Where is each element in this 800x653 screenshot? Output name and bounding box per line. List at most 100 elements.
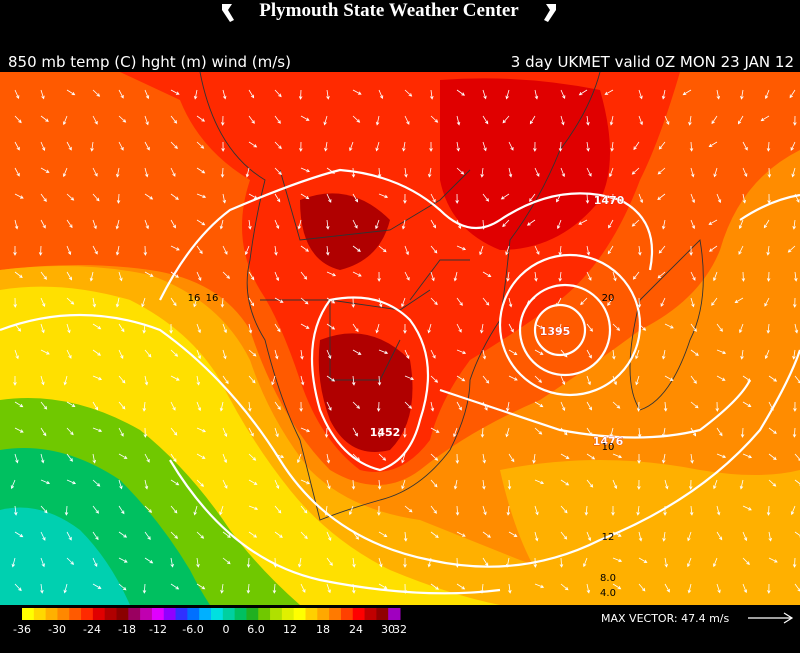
wind-arrow xyxy=(742,141,748,151)
wind-arrow xyxy=(508,531,518,537)
wind-arrow xyxy=(482,193,490,202)
wind-arrow xyxy=(170,89,180,95)
wind-arrow xyxy=(272,583,277,594)
wind-arrow xyxy=(14,193,24,199)
wind-arrow xyxy=(196,323,201,334)
wind-arrow xyxy=(170,349,179,357)
wind-arrow xyxy=(352,557,356,568)
wind-arrow xyxy=(767,167,772,178)
wind-arrow xyxy=(586,401,592,411)
wind-arrow xyxy=(560,531,568,540)
wind-arrow xyxy=(482,271,492,278)
wind-arrow xyxy=(506,271,510,282)
contour-label: 8.0 xyxy=(600,573,616,584)
wind-arrow xyxy=(716,427,723,437)
wind-arrow xyxy=(144,193,154,200)
wind-arrow xyxy=(92,453,97,464)
colorbar-swatch xyxy=(116,608,129,620)
wind-arrow xyxy=(118,115,127,123)
wind-arrow xyxy=(604,89,614,95)
wind-arrow xyxy=(657,167,666,175)
wind-arrow xyxy=(560,375,566,386)
field-dark-red-2 xyxy=(318,333,413,452)
wind-arrow xyxy=(792,297,797,308)
wind-arrow xyxy=(248,271,255,281)
wind-arrow xyxy=(10,479,16,490)
wind-arrow xyxy=(690,219,696,230)
wind-arrow xyxy=(378,583,388,589)
wind-arrow xyxy=(500,193,510,200)
wind-arrow xyxy=(193,297,198,308)
wind-arrow xyxy=(529,193,536,202)
wind-arrow xyxy=(118,531,128,538)
contour-label: 1452 xyxy=(370,426,401,439)
wind-arrow xyxy=(222,427,228,438)
wind-arrow xyxy=(660,297,666,307)
colorbar-swatch xyxy=(352,608,366,620)
wind-arrow xyxy=(377,505,381,516)
wind-arrow xyxy=(248,505,259,511)
wind-arrow xyxy=(716,375,726,381)
wind-arrow xyxy=(430,375,439,383)
wind-arrow xyxy=(482,531,491,538)
wind-arrow xyxy=(222,479,228,489)
wind-arrow xyxy=(274,89,282,98)
wind-arrow xyxy=(664,375,674,381)
wind-arrow xyxy=(482,141,487,152)
wind-arrow xyxy=(169,323,173,334)
colorbar-swatch xyxy=(305,608,318,620)
max-vector-label: MAX VECTOR: 47.4 m/s xyxy=(601,612,729,625)
wind-arrow xyxy=(739,479,744,490)
wind-arrow xyxy=(612,401,621,409)
colorbar-label: -36 xyxy=(13,623,31,636)
wind-arrow xyxy=(586,349,592,359)
wind-arrow xyxy=(248,375,256,384)
wind-arrow xyxy=(326,479,331,490)
wind-arrow xyxy=(767,583,771,594)
wind-arrow xyxy=(716,505,721,516)
wind-arrow xyxy=(300,375,305,386)
wind-arrow xyxy=(196,557,200,568)
colorbar-label: 24 xyxy=(349,623,363,636)
wind-arrow xyxy=(248,453,257,461)
wind-arrow xyxy=(92,375,103,381)
wind-arrow xyxy=(14,401,24,408)
contour-ring-3 xyxy=(498,253,642,397)
wind-arrow xyxy=(584,505,589,516)
contour-label: 12 xyxy=(602,532,615,543)
wind-arrow xyxy=(586,245,591,256)
wind-arrow xyxy=(220,583,224,594)
wind-arrow xyxy=(92,583,102,589)
wind-arrow xyxy=(144,375,149,386)
wind-arrow xyxy=(324,141,328,152)
wind-arrow xyxy=(351,375,356,386)
wind-arrow xyxy=(763,219,770,229)
wind-arrow xyxy=(14,531,24,538)
contour-label: 4.0 xyxy=(600,588,616,599)
wind-arrow xyxy=(271,375,276,386)
wind-arrow xyxy=(170,427,178,436)
wind-arrow xyxy=(766,245,770,256)
wind-arrow xyxy=(711,115,718,125)
wind-arrow xyxy=(170,557,174,568)
wind-arrow xyxy=(222,453,228,464)
wind-arrow xyxy=(430,427,440,433)
wind-arrow xyxy=(560,89,566,99)
wind-arrow xyxy=(376,401,381,412)
wind-arrow xyxy=(116,193,121,204)
wind-arrow xyxy=(742,401,752,408)
wind-arrow xyxy=(220,297,225,308)
wind-arrow xyxy=(689,245,693,256)
wind-arrow xyxy=(742,167,748,177)
wind-arrow xyxy=(326,401,332,411)
wind-arrow xyxy=(170,531,179,539)
wind-arrow xyxy=(608,219,614,229)
wind-arrow xyxy=(14,167,20,177)
wind-arrow xyxy=(638,193,644,204)
wind-arrow xyxy=(170,505,178,514)
wind-arrow xyxy=(143,427,148,438)
wind-arrow xyxy=(170,401,176,411)
wind-arrow xyxy=(760,115,770,122)
colorbar-swatch xyxy=(258,608,271,620)
wind-arrow xyxy=(170,141,178,150)
